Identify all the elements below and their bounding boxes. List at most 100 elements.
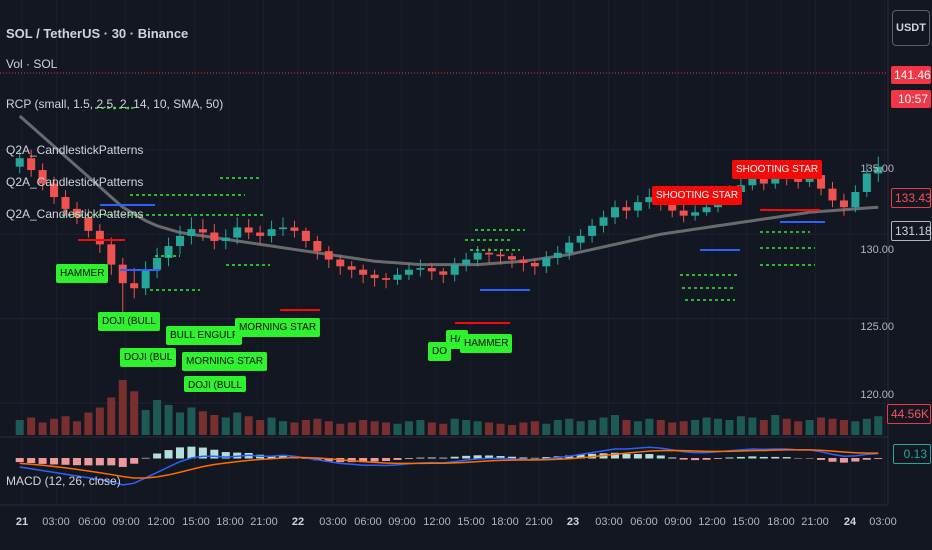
pattern-label-doji[interactable]: DO: [428, 342, 451, 361]
candle-body: [462, 259, 471, 265]
pattern-label-hammer[interactable]: HAMMER: [56, 264, 109, 283]
volume-bar: [656, 420, 665, 435]
pattern-label-doji-bull[interactable]: DOJI (BULL: [184, 376, 246, 392]
volume-bar: [141, 410, 150, 435]
volume-bar: [175, 412, 184, 435]
candle-body: [576, 235, 585, 243]
macd-histogram-bar: [72, 458, 81, 466]
price-axis-label: 125.00: [860, 321, 894, 333]
macd-histogram-bar: [267, 455, 276, 459]
volume-bar: [107, 397, 116, 435]
time-axis-label: 15:00: [457, 516, 485, 528]
volume-bar: [553, 420, 562, 435]
time-axis-label: 09:00: [664, 516, 692, 528]
candle-body: [130, 283, 139, 289]
symbol-title[interactable]: SOL / TetherUS · 30 · Binance: [6, 26, 189, 41]
macd-histogram-bar: [645, 454, 654, 459]
macd-histogram-bar: [622, 453, 631, 459]
candle-body: [84, 217, 93, 231]
macd-histogram-bar: [714, 458, 723, 459]
candle-body: [359, 269, 368, 275]
candle-body: [427, 268, 436, 272]
candle-body: [153, 257, 162, 270]
macd-histogram-bar: [736, 456, 745, 459]
volume-bar: [72, 421, 81, 435]
macd-histogram-bar: [50, 458, 59, 465]
time-axis-label: 06:00: [630, 516, 658, 528]
pattern-label-doji-bull[interactable]: DOJI (BUL: [120, 348, 177, 367]
pattern-label-morning-star[interactable]: MORNING STAR: [182, 352, 268, 371]
volume-bar: [50, 418, 59, 435]
candle-body: [633, 202, 642, 211]
candle-body: [645, 197, 654, 203]
volume-bar: [313, 418, 322, 435]
indicator-candlestick-3[interactable]: Q2A_CandlestickPatterns: [6, 207, 144, 221]
candle-body: [187, 229, 196, 236]
macd-histogram-bar: [15, 458, 24, 463]
candle-body: [50, 183, 59, 198]
macd-histogram-bar: [107, 458, 116, 466]
volume-bar: [736, 416, 745, 435]
pattern-label-bull-engulf[interactable]: BULL ENGULF: [166, 326, 242, 345]
macd-histogram-bar: [507, 456, 516, 459]
macd-histogram-bar: [450, 456, 459, 459]
candle-body: [679, 210, 688, 216]
candle-body: [794, 178, 803, 182]
macd-histogram-bar: [633, 454, 642, 459]
candle-body: [485, 252, 494, 255]
candle-body: [450, 264, 459, 275]
volume-bar: [290, 422, 299, 435]
indicator-candlestick-2[interactable]: Q2A_CandlestickPatterns: [6, 175, 144, 189]
time-axis-label: 06:00: [78, 516, 106, 528]
pattern-label-doji-bull[interactable]: DOJI (BULL: [98, 312, 160, 331]
last-price-tag: 141.46: [891, 66, 931, 84]
pattern-label-shooting-star[interactable]: SHOOTING STAR: [732, 160, 823, 179]
candle-body: [313, 240, 322, 252]
macd-histogram-bar: [874, 458, 883, 459]
macd-histogram-bar: [805, 458, 814, 459]
volume-bar: [210, 415, 219, 435]
candle-body: [72, 208, 81, 218]
macd-histogram-bar: [462, 455, 471, 459]
volume-bar: [485, 422, 494, 435]
volume-bar: [27, 417, 36, 435]
candle-body: [370, 274, 379, 279]
macd-histogram-bar: [427, 457, 436, 459]
candle-body: [382, 278, 391, 280]
indicator-candlestick-1[interactable]: Q2A_CandlestickPatterns: [6, 143, 144, 157]
pattern-label-hammer[interactable]: HAMMER: [460, 334, 513, 353]
volume-bar: [336, 423, 345, 435]
candle-body: [748, 178, 757, 186]
time-axis-label: 03:00: [319, 516, 347, 528]
volume-bar: [221, 417, 230, 435]
candle-body: [256, 232, 265, 236]
macd-histogram-bar: [279, 455, 288, 459]
volume-bar: [370, 421, 379, 435]
volume-bar: [668, 422, 677, 435]
macd-histogram-bar: [656, 455, 665, 459]
candle-body: [233, 227, 242, 238]
time-axis-label: 18:00: [216, 516, 244, 528]
macd-histogram-bar: [851, 458, 860, 462]
macd-histogram-bar: [691, 458, 700, 461]
candle-body: [496, 254, 505, 257]
time-axis-label: 09:00: [112, 516, 140, 528]
countdown-tag: 10:57: [891, 90, 931, 108]
volume-bar: [130, 391, 139, 435]
volume-bar: [462, 420, 471, 435]
indicator-macd[interactable]: MACD (12, 26, close): [6, 474, 121, 488]
macd-histogram-bar: [153, 453, 162, 459]
currency-button[interactable]: USDT: [892, 10, 930, 46]
macd-histogram-bar: [542, 457, 551, 459]
macd-histogram-bar: [187, 446, 196, 459]
candle-body: [817, 175, 826, 189]
volume-bar: [439, 423, 448, 435]
indicator-rcp[interactable]: RCP (small, 1.5, 2.5, 2, 14, 10, SMA, 50…: [6, 97, 224, 111]
pattern-label-shooting-star[interactable]: SHOOTING STAR: [652, 186, 743, 205]
candle-body: [588, 225, 597, 236]
signal-line: [19, 449, 879, 479]
pattern-label-morning-star[interactable]: MORNING STAR: [235, 318, 321, 337]
candle-body: [668, 203, 677, 211]
indicator-volume[interactable]: Vol · SOL: [6, 57, 58, 71]
